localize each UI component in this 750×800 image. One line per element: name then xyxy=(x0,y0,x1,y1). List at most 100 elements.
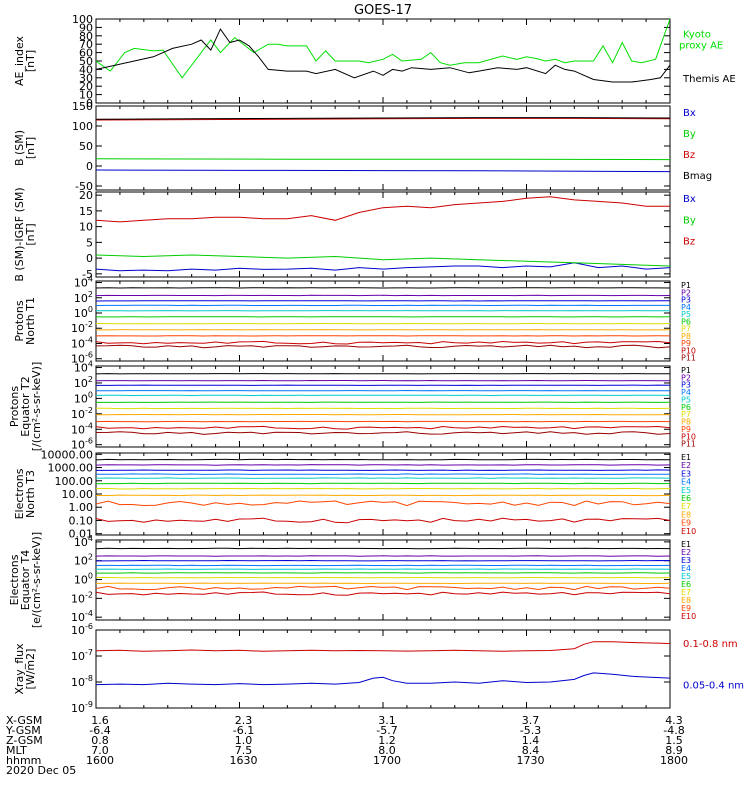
ephemeris-value: 4.3 xyxy=(665,714,683,727)
ephemeris-value: -5.7 xyxy=(376,724,397,737)
legend-entry: E8 xyxy=(681,510,691,519)
legend-entry: E9 xyxy=(681,604,691,613)
legend-entry: E7 xyxy=(681,588,691,597)
y-axis-label-line: Equator T4 xyxy=(19,550,32,610)
panel-frame xyxy=(95,539,671,621)
y-axis-label-line: Protons xyxy=(8,386,21,427)
panel-xray: 10-6 10-7 10-8 10-9 Xray_flux[W/m2] 0.1-0.8 n… xyxy=(13,622,744,715)
legend-entry: Kyoto proxy AE xyxy=(679,29,723,51)
channel-line-e1 xyxy=(96,458,670,461)
legend-entry: Bz xyxy=(683,237,695,248)
y-axis-label: B (SM)-IGRF (SM)[nT] xyxy=(13,187,37,281)
ephemeris-row-label: hhmm xyxy=(6,754,41,767)
y-tick-label: 10-2 xyxy=(71,590,93,605)
channel-line-p10 xyxy=(96,340,670,345)
ephemeris-row-label: MLT xyxy=(6,744,27,757)
y-tick-label: 0.10 xyxy=(69,514,94,527)
legend-entry: Bz xyxy=(683,150,695,161)
legend-entry: E4 xyxy=(681,478,691,487)
series-line-bx xyxy=(96,169,670,173)
ephemeris-value: -4.8 xyxy=(663,724,684,737)
y-axis-label-line: Electrons xyxy=(8,554,21,605)
date-label: 2020 Dec 05 xyxy=(6,764,76,777)
legend-entry: Bmag xyxy=(683,171,712,182)
legend-entry: P1 xyxy=(681,281,691,290)
legend-entry: E5 xyxy=(681,486,691,495)
legend-entry: P8 xyxy=(681,418,691,427)
legend-entry: P5 xyxy=(681,310,691,319)
ephemeris-value: 1730 xyxy=(517,754,545,767)
channel-line-p10 xyxy=(96,425,670,430)
ephemeris-value: 7.0 xyxy=(91,744,109,757)
y-tick-label: 10-6 xyxy=(71,622,93,637)
channel-line-e8 xyxy=(96,494,670,497)
y-tick-label: 1000.00 xyxy=(48,462,94,475)
y-axis-label-line: B (SM)-IGRF (SM) xyxy=(13,187,26,281)
channel-line-e9 xyxy=(96,500,670,507)
ephemeris-value: -6.1 xyxy=(233,724,254,737)
legend-entry: E3 xyxy=(681,469,691,478)
ephemeris-value: 1.0 xyxy=(235,734,253,747)
y-tick-label: 10-4 xyxy=(71,335,93,350)
legend-entry: E3 xyxy=(681,556,691,565)
panel-bsm: -50 0 50 100 150 B (SM)[nT] Bx By Bz Bmag xyxy=(13,100,712,193)
ephemeris-value: 3.1 xyxy=(378,714,396,727)
plot-area xyxy=(96,373,670,435)
legend-entry: P8 xyxy=(681,332,691,341)
y-axis-label: ProtonsNorth T1 xyxy=(13,297,37,345)
y-tick-label: 104 xyxy=(74,360,93,375)
y-tick-label: 60 xyxy=(79,47,93,60)
ephemeris-row-label: Y-GSM xyxy=(5,724,41,737)
ephemeris-value: 1.5 xyxy=(665,734,683,747)
legend-entry: E2 xyxy=(681,548,691,557)
y-tick-label: -50 xyxy=(75,180,93,193)
legend-entry: P2 xyxy=(681,288,691,297)
ephemeris-value: -6.4 xyxy=(89,724,110,737)
ephemeris-value: 1.4 xyxy=(522,734,540,747)
legend-entry: P10 xyxy=(681,432,696,441)
legend-entry: P9 xyxy=(681,425,691,434)
y-tick-label: 102 xyxy=(74,375,93,390)
channel-line-e7 xyxy=(96,487,670,490)
series-line-kyoto-proxy-ae xyxy=(96,19,670,79)
y-axis-label-line: Xray_flux xyxy=(13,643,26,695)
legend-entry: E5 xyxy=(681,572,691,581)
ephemeris-value: 1700 xyxy=(373,754,401,767)
plot-area xyxy=(96,287,670,349)
y-axis-label-line: Protons xyxy=(13,300,26,341)
legend-entry: E1 xyxy=(681,540,691,549)
y-tick-label: 0.01 xyxy=(69,528,94,541)
legend-entry: Bx xyxy=(683,108,696,119)
legend-entry: P3 xyxy=(681,296,691,305)
y-tick-label: -5 xyxy=(82,268,93,281)
chart-title: GOES-17 xyxy=(354,3,412,18)
y-tick-label: 10-8 xyxy=(71,674,93,689)
y-tick-label: 10-6 xyxy=(71,351,93,366)
y-axis-label-line: [e/(cm²-s-sr-keV)] xyxy=(30,532,43,628)
y-tick-label: 100 xyxy=(74,305,93,320)
y-tick-label: 104 xyxy=(74,275,93,290)
plot-area xyxy=(96,458,670,524)
y-axis-label: ElectronsEquator T4[e/(cm²-s-sr-keV)] xyxy=(8,532,43,628)
y-tick-label: 10 xyxy=(79,89,93,102)
y-axis-label-line: North T3 xyxy=(24,470,37,518)
ephemeris-row-label: Z-GSM xyxy=(6,734,43,747)
y-axis-label: ElectronsNorth T3 xyxy=(13,468,37,519)
ephemeris-value: 1.6 xyxy=(91,714,109,727)
series-line-by xyxy=(96,254,670,267)
y-tick-label: 10-7 xyxy=(71,648,93,663)
legend-entry: P11 xyxy=(681,440,696,449)
y-tick-label: 100 xyxy=(74,390,93,405)
panel-frame xyxy=(95,629,671,709)
legend-entry: 0.05-0.4 nm xyxy=(683,681,744,692)
panel-frame xyxy=(95,280,671,362)
channel-line-p11 xyxy=(96,344,670,349)
y-tick-label: 100 xyxy=(72,120,93,133)
series-line-bz xyxy=(96,196,670,223)
plot-area xyxy=(96,196,670,272)
ephemeris-value: 1800 xyxy=(660,754,688,767)
legend-entry: P4 xyxy=(681,303,691,312)
y-axis-label-line: [nT] xyxy=(24,50,37,72)
